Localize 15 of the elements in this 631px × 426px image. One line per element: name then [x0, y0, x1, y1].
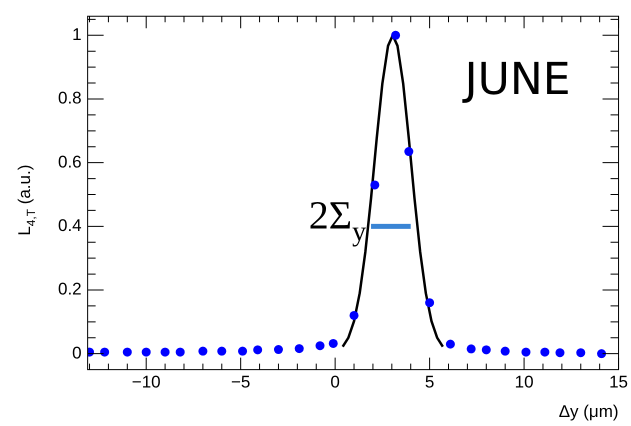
y-tick-label: 0	[72, 343, 82, 362]
x-tick-label: −5	[230, 372, 250, 392]
x-tick-label: 10	[514, 372, 534, 392]
y-tick-label: 1	[72, 24, 82, 44]
x-axis-title: Δy (μm)	[558, 402, 619, 421]
y-tick-label: 0.8	[58, 88, 82, 108]
annotation: JUNE	[462, 54, 571, 106]
x-tick-label: 0	[330, 372, 340, 392]
x-tick-label: 15	[609, 372, 628, 392]
x-tick-label: −10	[132, 372, 161, 392]
y-tick-label: 0.6	[58, 152, 82, 172]
y-tick-label: 0.4	[58, 216, 82, 236]
y-tick-label: 0.2	[58, 280, 82, 299]
y-axis-title: L4,T (a.u.)	[15, 164, 38, 236]
x-tick-label: 5	[424, 372, 434, 392]
